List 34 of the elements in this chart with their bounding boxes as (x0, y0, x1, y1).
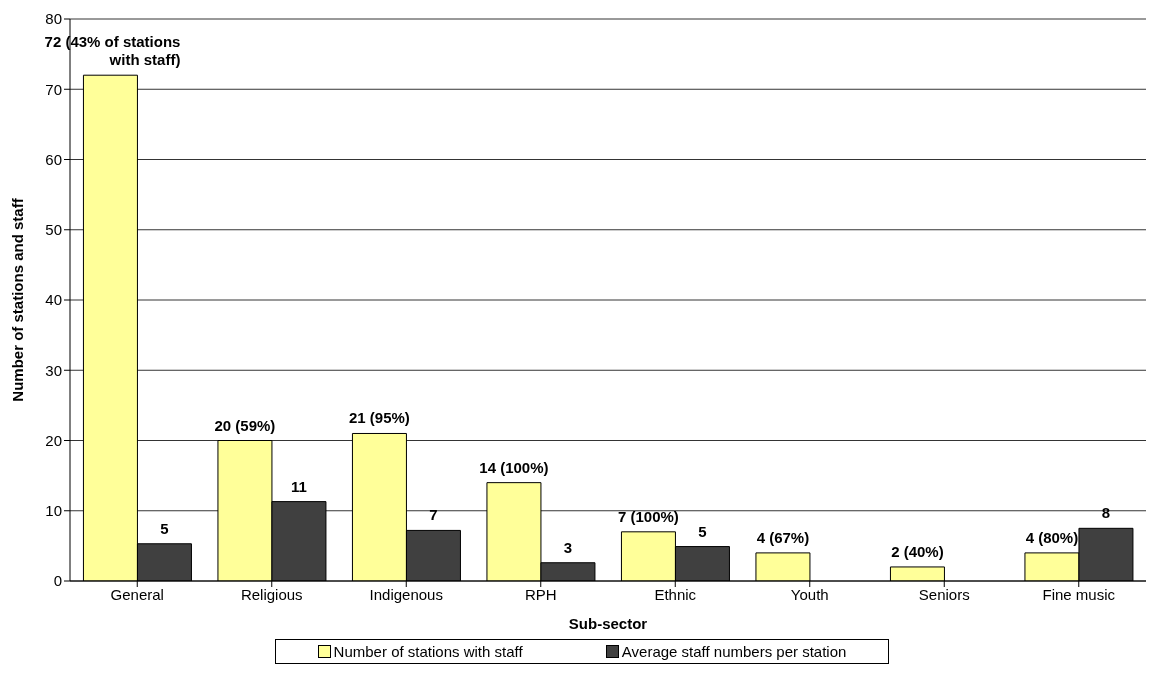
data-label: 4 (67%) (756, 528, 810, 546)
data-label: 3 (563, 538, 573, 556)
data-label: 20 (59%) (214, 416, 276, 434)
data-label: 7 (429, 506, 438, 524)
x-tick-label: Indigenous (369, 585, 443, 603)
data-label: 7 (100%) (618, 507, 679, 525)
y-tick-label: 50 (45, 221, 62, 239)
x-tick-label: Religious (240, 585, 303, 603)
y-tick-label: 80 (45, 10, 62, 28)
y-tick-label: 0 (53, 572, 62, 590)
y-tick-label: 20 (45, 431, 62, 449)
data-label: 21 (95%) (349, 409, 410, 427)
y-axis-title: Number of stations and staff (9, 197, 27, 402)
x-tick-label: General (110, 585, 164, 603)
data-label: 5 (160, 519, 169, 537)
data-label: 2 (40%) (891, 542, 944, 560)
data-label: 5 (698, 522, 707, 540)
x-tick-label: Youth (790, 585, 829, 603)
y-tick-label: 60 (45, 150, 62, 168)
legend-label: Number of stations with staff (332, 643, 523, 660)
y-tick-label: 10 (45, 502, 62, 520)
data-label: 72 (43% of stations with staff) (44, 33, 181, 69)
x-tick-label: Seniors (918, 585, 970, 603)
x-tick-label: Ethnic (654, 585, 697, 603)
x-tick-label: RPH (524, 585, 557, 603)
x-axis-title: Sub-sector (568, 615, 648, 632)
y-tick-label: 30 (45, 361, 62, 379)
y-tick-label: 40 (45, 291, 62, 309)
legend-label: Average staff numbers per station (620, 643, 847, 660)
data-label: 11 (291, 477, 307, 495)
y-tick-label: 70 (45, 80, 62, 98)
x-tick-label: Fine music (1042, 585, 1116, 603)
data-label: 4 (80%) (1025, 528, 1079, 546)
data-label: 14 (100%) (479, 458, 549, 476)
